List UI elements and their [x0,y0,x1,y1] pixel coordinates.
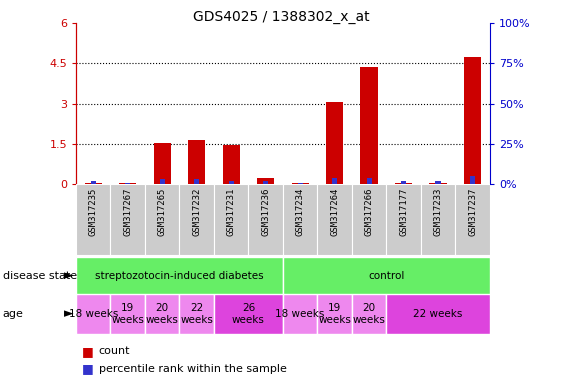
FancyBboxPatch shape [76,257,283,294]
Text: ■: ■ [82,362,93,375]
Text: 20
weeks: 20 weeks [146,303,178,325]
Text: ►: ► [64,308,74,321]
Text: GSM317237: GSM317237 [468,188,477,236]
Text: disease state: disease state [3,271,77,281]
FancyBboxPatch shape [318,184,352,255]
FancyBboxPatch shape [386,184,421,255]
Bar [464,56,481,184]
Text: GSM317234: GSM317234 [296,188,305,236]
Bar [401,181,406,184]
Bar [91,181,96,184]
FancyBboxPatch shape [283,257,490,294]
Text: GSM317232: GSM317232 [192,188,201,236]
FancyBboxPatch shape [352,294,386,334]
Text: GSM317236: GSM317236 [261,188,270,236]
FancyBboxPatch shape [248,184,283,255]
Text: streptozotocin-induced diabetes: streptozotocin-induced diabetes [95,270,264,281]
Bar [395,183,412,184]
FancyBboxPatch shape [283,184,318,255]
Text: 22
weeks: 22 weeks [180,303,213,325]
FancyBboxPatch shape [76,184,110,255]
Bar [160,179,165,184]
FancyBboxPatch shape [145,184,180,255]
Bar [229,181,234,184]
Text: 20
weeks: 20 weeks [352,303,386,325]
Bar [292,183,309,184]
FancyBboxPatch shape [283,294,318,334]
Text: GSM317177: GSM317177 [399,188,408,236]
Text: 18 weeks: 18 weeks [69,309,118,319]
Bar [360,68,378,184]
FancyBboxPatch shape [180,184,214,255]
Bar [436,181,441,184]
Bar [125,183,130,184]
FancyBboxPatch shape [110,294,145,334]
Bar [188,140,205,184]
FancyBboxPatch shape [386,294,490,334]
FancyBboxPatch shape [180,294,214,334]
Bar [257,179,274,184]
Text: GSM317231: GSM317231 [227,188,236,236]
Text: control: control [368,270,405,281]
Bar [222,146,240,184]
Text: 18 weeks: 18 weeks [275,309,325,319]
FancyBboxPatch shape [76,294,110,334]
Text: GDS4025 / 1388302_x_at: GDS4025 / 1388302_x_at [193,10,370,23]
FancyBboxPatch shape [352,184,386,255]
FancyBboxPatch shape [318,294,352,334]
Bar [84,183,102,184]
FancyBboxPatch shape [110,184,145,255]
Text: ►: ► [64,269,74,282]
Text: GSM317267: GSM317267 [123,188,132,236]
FancyBboxPatch shape [145,294,180,334]
Bar [263,181,268,184]
Bar [430,183,446,184]
Text: GSM317265: GSM317265 [158,188,167,236]
Text: 22 weeks: 22 weeks [413,309,463,319]
Bar [194,179,199,184]
FancyBboxPatch shape [214,294,283,334]
FancyBboxPatch shape [455,184,490,255]
Text: 19
weeks: 19 weeks [318,303,351,325]
Text: percentile rank within the sample: percentile rank within the sample [99,364,287,374]
Text: age: age [3,309,24,319]
FancyBboxPatch shape [421,184,455,255]
Bar [154,143,171,184]
Bar [367,178,372,184]
Text: ■: ■ [82,345,93,358]
FancyBboxPatch shape [214,184,248,255]
Text: GSM317235: GSM317235 [89,188,98,236]
Text: GSM317264: GSM317264 [330,188,339,236]
Bar [119,183,136,184]
Bar [332,178,337,184]
Bar [298,183,303,184]
Text: GSM317266: GSM317266 [365,188,374,236]
Text: 19
weeks: 19 weeks [111,303,144,325]
Text: GSM317233: GSM317233 [434,188,443,236]
Bar [470,176,475,184]
Text: 26
weeks: 26 weeks [232,303,265,325]
Text: count: count [99,346,130,356]
Bar [326,103,343,184]
